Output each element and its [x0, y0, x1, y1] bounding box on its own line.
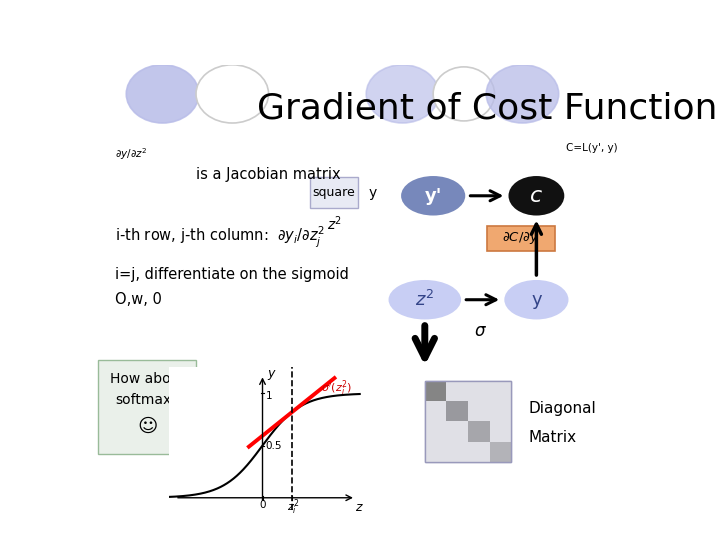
Bar — [446, 401, 468, 421]
Bar — [468, 401, 490, 421]
Text: is a Jacobian matrix: is a Jacobian matrix — [196, 167, 341, 183]
Text: i=j, differentiate on the sigmoid: i=j, differentiate on the sigmoid — [115, 267, 349, 282]
Text: Matrix: Matrix — [528, 430, 576, 445]
Ellipse shape — [508, 176, 564, 215]
Ellipse shape — [366, 65, 438, 123]
Bar — [446, 421, 468, 442]
Ellipse shape — [126, 65, 199, 123]
Text: How about: How about — [110, 372, 185, 386]
Ellipse shape — [486, 65, 559, 123]
Bar — [446, 381, 468, 401]
Ellipse shape — [401, 176, 465, 215]
Ellipse shape — [389, 280, 461, 320]
Text: $z^2$: $z^2$ — [327, 215, 342, 233]
Ellipse shape — [504, 280, 569, 320]
FancyBboxPatch shape — [310, 177, 358, 208]
Text: $y$: $y$ — [267, 368, 277, 382]
Text: i-th row, j-th column:  $\partial y_i/\partial z_j^2$: i-th row, j-th column: $\partial y_i/\pa… — [115, 225, 325, 250]
Ellipse shape — [433, 67, 495, 121]
Text: O,w, 0: O,w, 0 — [115, 292, 162, 307]
Bar — [468, 381, 490, 401]
FancyBboxPatch shape — [425, 381, 511, 462]
Bar — [468, 421, 490, 442]
FancyBboxPatch shape — [99, 360, 196, 454]
Text: softmax?: softmax? — [116, 393, 179, 407]
Bar — [490, 401, 511, 421]
Text: Gradient of Cost Function: Gradient of Cost Function — [258, 91, 718, 125]
Bar — [490, 442, 511, 462]
Text: square: square — [312, 186, 356, 199]
Text: y: y — [531, 291, 541, 309]
Text: 1: 1 — [266, 392, 272, 401]
Bar — [468, 442, 490, 462]
Bar — [425, 442, 446, 462]
Text: $\sigma$: $\sigma$ — [474, 322, 487, 340]
Text: $\partial C/\partial y$: $\partial C/\partial y$ — [503, 231, 540, 246]
Bar — [425, 421, 446, 442]
Text: $z$: $z$ — [355, 501, 364, 514]
Bar — [446, 442, 468, 462]
Text: y: y — [369, 186, 377, 200]
FancyBboxPatch shape — [487, 226, 555, 251]
Text: $\partial y/\partial z^2$: $\partial y/\partial z^2$ — [115, 146, 148, 163]
Text: ☺: ☺ — [138, 417, 158, 436]
Bar — [490, 421, 511, 442]
Bar — [490, 381, 511, 401]
Bar — [425, 381, 446, 401]
Text: Diagonal: Diagonal — [528, 401, 595, 416]
Bar — [425, 401, 446, 421]
Text: 0: 0 — [259, 500, 266, 510]
Ellipse shape — [196, 65, 269, 123]
Text: 0.5: 0.5 — [266, 441, 282, 450]
Text: $z_i^2$: $z_i^2$ — [287, 497, 300, 517]
Text: $z^2$: $z^2$ — [415, 289, 434, 310]
Text: y': y' — [425, 187, 442, 205]
Text: $\it{c}$: $\it{c}$ — [529, 186, 544, 206]
Text: C=L(y', y): C=L(y', y) — [566, 143, 617, 153]
Text: $\sigma'(z_i^2)$: $\sigma'(z_i^2)$ — [320, 378, 352, 397]
